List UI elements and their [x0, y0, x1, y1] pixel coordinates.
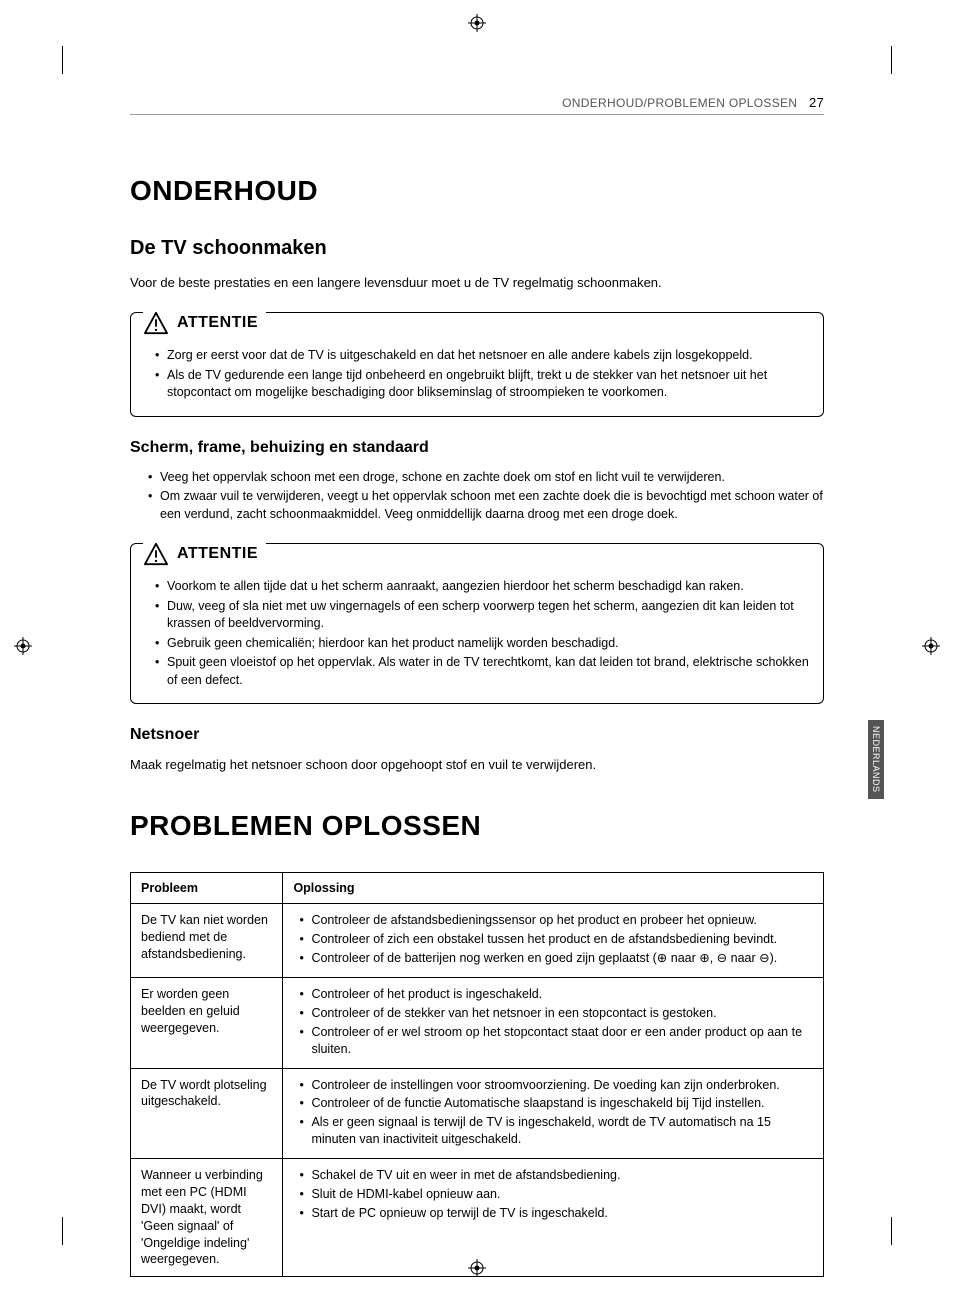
table-header-solution: Oplossing	[283, 873, 824, 904]
solution-cell: Controleer de instellingen voor stroomvo…	[283, 1068, 824, 1159]
paragraph-clean: Voor de beste prestaties en een langere …	[130, 274, 824, 292]
attention-box: ATTENTIE Voorkom te allen tijde dat u he…	[130, 543, 824, 704]
heading-clean-tv: De TV schoonmaken	[130, 237, 824, 260]
problem-cell: Wanneer u verbinding met een PC (HDMI DV…	[131, 1159, 283, 1277]
problem-cell: De TV wordt plotseling uitgeschakeld.	[131, 1068, 283, 1159]
paragraph-cord: Maak regelmatig het netsnoer schoon door…	[130, 756, 824, 774]
attention-label: ATTENTIE	[143, 311, 266, 335]
table-row: De TV kan niet worden bediend met de afs…	[131, 904, 824, 978]
list-item: Veeg het oppervlak schoon met een droge,…	[148, 469, 824, 487]
crop-mark	[62, 1217, 63, 1245]
list-item: Als de TV gedurende een lange tijd onbeh…	[155, 367, 809, 402]
list-item: Controleer of de functie Automatische sl…	[299, 1095, 813, 1112]
attention-text: ATTENTIE	[177, 314, 258, 332]
table-row: De TV wordt plotseling uitgeschakeld. Co…	[131, 1068, 824, 1159]
attention-list: Zorg er eerst voor dat de TV is uitgesch…	[145, 347, 809, 402]
table-row: Er worden geen beelden en geluid weergeg…	[131, 978, 824, 1069]
crop-mark	[62, 46, 63, 74]
registration-mark-icon	[468, 14, 486, 32]
attention-text: ATTENTIE	[177, 545, 258, 563]
list-item: Zorg er eerst voor dat de TV is uitgesch…	[155, 347, 809, 365]
page-number: 27	[809, 95, 824, 110]
attention-label: ATTENTIE	[143, 542, 266, 566]
crop-mark	[891, 1217, 892, 1245]
heading-screen-frame: Scherm, frame, behuizing en standaard	[130, 439, 824, 457]
solution-cell: Controleer de afstandsbedieningssensor o…	[283, 904, 824, 978]
list-item: Gebruik geen chemicaliën; hierdoor kan h…	[155, 635, 809, 653]
list-item: Controleer de afstandsbedieningssensor o…	[299, 912, 813, 929]
registration-mark-icon	[922, 637, 940, 655]
list-item: Controleer of zich een obstakel tussen h…	[299, 931, 813, 948]
problem-cell: Er worden geen beelden en geluid weergeg…	[131, 978, 283, 1069]
heading-maintenance: ONDERHOUD	[130, 175, 824, 207]
attention-box: ATTENTIE Zorg er eerst voor dat de TV is…	[130, 312, 824, 417]
page-content: ONDERHOUD/PROBLEMEN OPLOSSEN 27 ONDERHOU…	[130, 95, 824, 1196]
heading-troubleshooting: PROBLEMEN OPLOSSEN	[130, 810, 824, 842]
header-section: ONDERHOUD/PROBLEMEN OPLOSSEN	[562, 96, 797, 110]
warning-triangle-icon	[143, 311, 169, 335]
list-item: Controleer of de stekker van het netsnoe…	[299, 1005, 813, 1022]
list-item: Schakel de TV uit en weer in met de afst…	[299, 1167, 813, 1184]
list-item: Duw, veeg of sla niet met uw vingernagel…	[155, 598, 809, 633]
problem-cell: De TV kan niet worden bediend met de afs…	[131, 904, 283, 978]
running-header: ONDERHOUD/PROBLEMEN OPLOSSEN 27	[130, 95, 824, 115]
list-item: Controleer de instellingen voor stroomvo…	[299, 1077, 813, 1094]
warning-triangle-icon	[143, 542, 169, 566]
solution-cell: Schakel de TV uit en weer in met de afst…	[283, 1159, 824, 1277]
list-item: Als er geen signaal is terwijl de TV is …	[299, 1114, 813, 1148]
solution-cell: Controleer of het product is ingeschakel…	[283, 978, 824, 1069]
troubleshoot-table: Probleem Oplossing De TV kan niet worden…	[130, 872, 824, 1277]
table-header-problem: Probleem	[131, 873, 283, 904]
heading-power-cord: Netsnoer	[130, 726, 824, 744]
list-item: Spuit geen vloeistof op het oppervlak. A…	[155, 654, 809, 689]
registration-mark-icon	[14, 637, 32, 655]
screen-list: Veeg het oppervlak schoon met een droge,…	[130, 469, 824, 524]
attention-list: Voorkom te allen tijde dat u het scherm …	[145, 578, 809, 689]
list-item: Controleer of er wel stroom op het stopc…	[299, 1024, 813, 1058]
list-item: Controleer of de batterijen nog werken e…	[299, 950, 813, 967]
table-row: Wanneer u verbinding met een PC (HDMI DV…	[131, 1159, 824, 1277]
list-item: Start de PC opnieuw op terwijl de TV is …	[299, 1205, 813, 1222]
list-item: Sluit de HDMI-kabel opnieuw aan.	[299, 1186, 813, 1203]
language-tab: NEDERLANDS	[868, 720, 884, 799]
list-item: Om zwaar vuil te verwijderen, veegt u he…	[148, 488, 824, 523]
crop-mark	[891, 46, 892, 74]
list-item: Voorkom te allen tijde dat u het scherm …	[155, 578, 809, 596]
list-item: Controleer of het product is ingeschakel…	[299, 986, 813, 1003]
